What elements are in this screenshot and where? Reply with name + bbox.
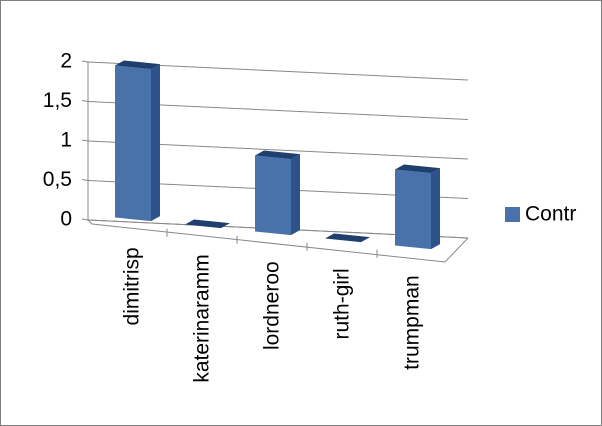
y-tick (81, 60, 89, 63)
bar-top (115, 60, 160, 70)
x-tick-label: dimitrisp (121, 247, 144, 325)
legend-label: Contr (525, 203, 576, 226)
bar (395, 164, 440, 250)
bar-side (431, 168, 440, 250)
y-tick (81, 139, 89, 142)
bar-front (395, 169, 431, 250)
y-tick-label: 2 (60, 50, 72, 73)
bar-top (255, 150, 300, 160)
y-tick-label: 1 (60, 129, 72, 152)
bar-front (115, 65, 151, 222)
x-tick-label: ruth-girl (331, 268, 354, 339)
bar (185, 219, 230, 229)
x-tick-label: katerinaramm (191, 254, 214, 382)
bar (325, 233, 370, 243)
bar-side (291, 154, 300, 236)
y-tick-label: 0,5 (43, 168, 72, 191)
bar-top (395, 164, 440, 174)
bar-side (151, 64, 160, 222)
floor (87, 219, 469, 263)
y-tick (81, 179, 89, 181)
bar (255, 150, 300, 236)
y-tick (81, 218, 89, 221)
x-tick-label: lordneroo (261, 261, 284, 350)
x-tick-label: trumpman (401, 275, 424, 370)
y-tick-label: 1,5 (43, 89, 72, 112)
y-tick-label: 0 (60, 208, 72, 231)
bar-front (255, 155, 291, 236)
legend-swatch (505, 207, 520, 222)
bar (115, 60, 160, 222)
y-tick (81, 100, 89, 102)
